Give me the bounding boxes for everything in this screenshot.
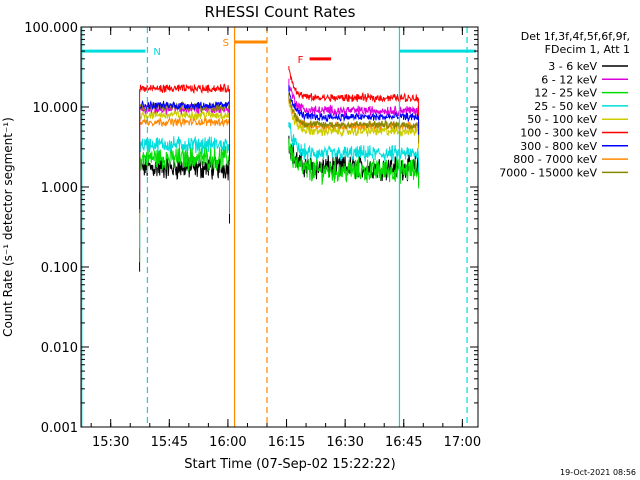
series-line [139,122,420,249]
x-tick-label: 17:00 [444,435,481,450]
legend-entry-label: 50 - 100 keV [527,113,597,126]
legend-entry-label: 6 - 12 keV [541,73,597,86]
plot-frame [80,26,479,428]
chart-title: RHESSI Count Rates [205,3,356,21]
legend-entry-label: 25 - 50 keV [534,100,597,113]
y-tick-label: 0.001 [41,421,78,436]
legend-entry-label: 800 - 7000 keV [513,153,597,166]
legend-entry-label: 100 - 300 keV [520,127,597,140]
legend-entry-label: 300 - 800 keV [520,140,597,153]
legend-entry-label: 7000 - 15000 keV [499,166,597,179]
series-line [139,66,420,193]
data-traces [139,66,420,272]
flare-interval-label: F [298,55,304,66]
legend-header-line: Det 1f,3f,4f,5f,6f,9f, [521,30,630,43]
series-line [139,138,420,263]
x-tick-label: 15:30 [92,435,129,450]
legend-entry-label: 3 - 6 keV [548,60,597,73]
night-interval-label: N [153,47,160,58]
footer-timestamp: 19-Oct-2021 08:56 [560,468,636,477]
x-tick-label: 15:45 [151,435,188,450]
legend: Det 1f,3f,4f,5f,6f,9f,FDecim 1, Att 1 3 -… [499,30,630,179]
y-tick-label: 0.010 [41,341,78,356]
x-tick-label: 16:00 [209,435,246,450]
legend-header-line: FDecim 1, Att 1 [545,43,630,56]
interval-markers: N S F [81,27,476,427]
y-tick-label: 10.000 [33,101,79,116]
saa-interval-label: S [223,38,229,49]
x-axis-label: Start Time (07-Sep-02 15:22:22) [184,457,395,472]
y-axis-label: Count Rate (s⁻¹ detector segment⁻¹) [1,117,15,337]
x-tick-label: 16:45 [385,435,422,450]
x-tick-label: 16:30 [326,435,363,450]
series-line [139,85,420,210]
y-tick-label: 1.000 [41,181,78,196]
x-tick-label: 16:15 [268,435,305,450]
series-line [139,99,420,219]
axes: 15:30 15:45 16:00 16:15 16:30 16:45 17:00 100.0… [24,21,481,450]
y-tick-label: 0.100 [41,261,78,276]
y-tick-label: 100.000 [24,21,78,36]
legend-entry-label: 12 - 25 keV [534,87,597,100]
